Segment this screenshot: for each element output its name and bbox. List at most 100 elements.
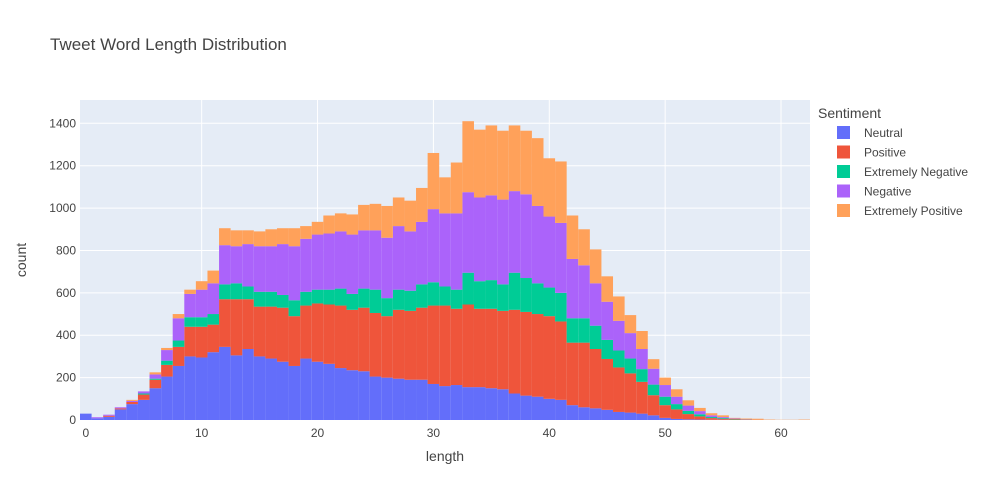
bar-positive[interactable] <box>114 408 127 410</box>
bar-extremely-positive[interactable] <box>694 407 706 412</box>
bar-negative[interactable] <box>114 407 127 409</box>
bar-negative[interactable] <box>172 318 185 341</box>
bar-positive[interactable] <box>427 305 440 384</box>
bar-neutral[interactable] <box>520 395 532 420</box>
bar-neutral[interactable] <box>161 376 173 420</box>
bar-neutral[interactable] <box>659 417 671 420</box>
bar-neutral[interactable] <box>114 409 127 420</box>
bar-extremely-negative[interactable] <box>589 325 602 350</box>
legend-swatch[interactable] <box>837 126 850 139</box>
bar-negative[interactable] <box>300 238 312 292</box>
bar-positive[interactable] <box>694 416 706 420</box>
bar-positive[interactable] <box>392 309 405 379</box>
bar-neutral[interactable] <box>230 355 243 420</box>
bar-negative[interactable] <box>416 221 428 285</box>
bar-positive[interactable] <box>404 310 417 380</box>
bar-extremely-positive[interactable] <box>601 276 614 302</box>
bar-positive[interactable] <box>207 324 220 353</box>
bar-extremely-negative[interactable] <box>230 283 243 300</box>
bar-extremely-positive[interactable] <box>740 418 753 420</box>
bar-neutral[interactable] <box>682 419 695 420</box>
bar-extremely-negative[interactable] <box>161 360 173 365</box>
bar-positive[interactable] <box>613 367 625 412</box>
bar-positive[interactable] <box>103 415 115 417</box>
bar-positive[interactable] <box>416 307 428 380</box>
bar-positive[interactable] <box>566 342 579 406</box>
bar-extremely-positive[interactable] <box>416 187 428 222</box>
legend[interactable]: Neutral Positive Extremely Negative Negativ… <box>837 126 968 218</box>
bar-negative[interactable] <box>207 283 220 315</box>
bar-extremely-negative[interactable] <box>195 317 208 327</box>
bar-positive[interactable] <box>184 326 196 357</box>
bar-extremely-negative[interactable] <box>659 396 671 406</box>
bar-negative[interactable] <box>717 417 729 418</box>
bar-extremely-positive[interactable] <box>126 399 138 401</box>
bar-extremely-positive[interactable] <box>659 377 671 386</box>
bar-neutral[interactable] <box>636 413 648 420</box>
bar-positive[interactable] <box>520 311 532 396</box>
bar-extremely-positive[interactable] <box>219 228 231 246</box>
bar-neutral[interactable] <box>392 378 405 420</box>
bar-neutral[interactable] <box>369 376 382 420</box>
bar-extremely-positive[interactable] <box>555 161 567 223</box>
bar-negative[interactable] <box>543 216 556 288</box>
bar-negative[interactable] <box>473 197 486 282</box>
bar-negative[interactable] <box>624 333 637 359</box>
bar-negative[interactable] <box>161 350 173 361</box>
bar-extremely-negative[interactable] <box>288 300 301 317</box>
bar-extremely-positive[interactable] <box>717 415 729 418</box>
bar-extremely-negative[interactable] <box>253 291 266 307</box>
bar-extremely-negative[interactable] <box>473 281 486 309</box>
bar-extremely-negative[interactable] <box>404 290 417 311</box>
bar-extremely-negative[interactable] <box>485 280 498 309</box>
bar-extremely-positive[interactable] <box>531 138 544 206</box>
bar-positive[interactable] <box>543 316 556 399</box>
bar-negative[interactable] <box>520 194 532 279</box>
bar-negative[interactable] <box>566 258 579 319</box>
bar-negative[interactable] <box>404 231 417 291</box>
bar-negative[interactable] <box>195 289 208 318</box>
bar-negative[interactable] <box>288 246 301 301</box>
bar-neutral[interactable] <box>300 358 312 420</box>
bar-extremely-negative[interactable] <box>276 294 289 308</box>
bar-positive[interactable] <box>381 316 393 378</box>
bar-positive[interactable] <box>497 310 509 390</box>
bar-extremely-positive[interactable] <box>323 215 335 234</box>
bar-extremely-positive[interactable] <box>705 413 718 416</box>
bar-extremely-negative[interactable] <box>508 272 521 310</box>
bar-positive[interactable] <box>705 418 718 420</box>
bar-extremely-negative[interactable] <box>566 318 579 343</box>
bar-negative[interactable] <box>369 230 382 290</box>
bar-neutral[interactable] <box>485 388 498 420</box>
bar-extremely-positive[interactable] <box>578 229 590 266</box>
bar-extremely-positive[interactable] <box>566 215 579 259</box>
bar-negative[interactable] <box>381 237 393 299</box>
bar-extremely-positive[interactable] <box>207 270 220 284</box>
bar-extremely-positive[interactable] <box>172 314 185 319</box>
bar-neutral[interactable] <box>149 388 162 420</box>
bar-extremely-positive[interactable] <box>543 158 556 217</box>
bar-negative[interactable] <box>508 191 521 273</box>
bar-extremely-positive[interactable] <box>728 417 741 419</box>
bar-extremely-negative[interactable] <box>184 317 196 327</box>
bar-negative[interactable] <box>427 209 440 283</box>
bar-neutral[interactable] <box>219 346 231 420</box>
legend-item-label[interactable]: Negative <box>864 185 912 199</box>
bar-extremely-positive[interactable] <box>265 229 277 247</box>
bar-neutral[interactable] <box>276 361 289 420</box>
bar-positive[interactable] <box>636 381 648 414</box>
bar-extremely-negative[interactable] <box>555 292 567 322</box>
bar-neutral[interactable] <box>543 398 556 420</box>
bar-extremely-negative[interactable] <box>242 286 254 300</box>
bar-extremely-negative[interactable] <box>670 404 683 410</box>
bar-extremely-positive[interactable] <box>450 162 463 214</box>
bar-neutral[interactable] <box>103 416 115 420</box>
legend-item-label[interactable]: Positive <box>864 146 906 160</box>
bar-extremely-negative[interactable] <box>694 414 706 417</box>
bar-positive[interactable] <box>311 303 324 362</box>
bar-negative[interactable] <box>555 222 567 293</box>
bar-positive[interactable] <box>172 346 185 366</box>
bar-positive[interactable] <box>137 394 150 400</box>
bar-extremely-negative[interactable] <box>346 293 359 310</box>
bar-positive[interactable] <box>242 299 254 350</box>
